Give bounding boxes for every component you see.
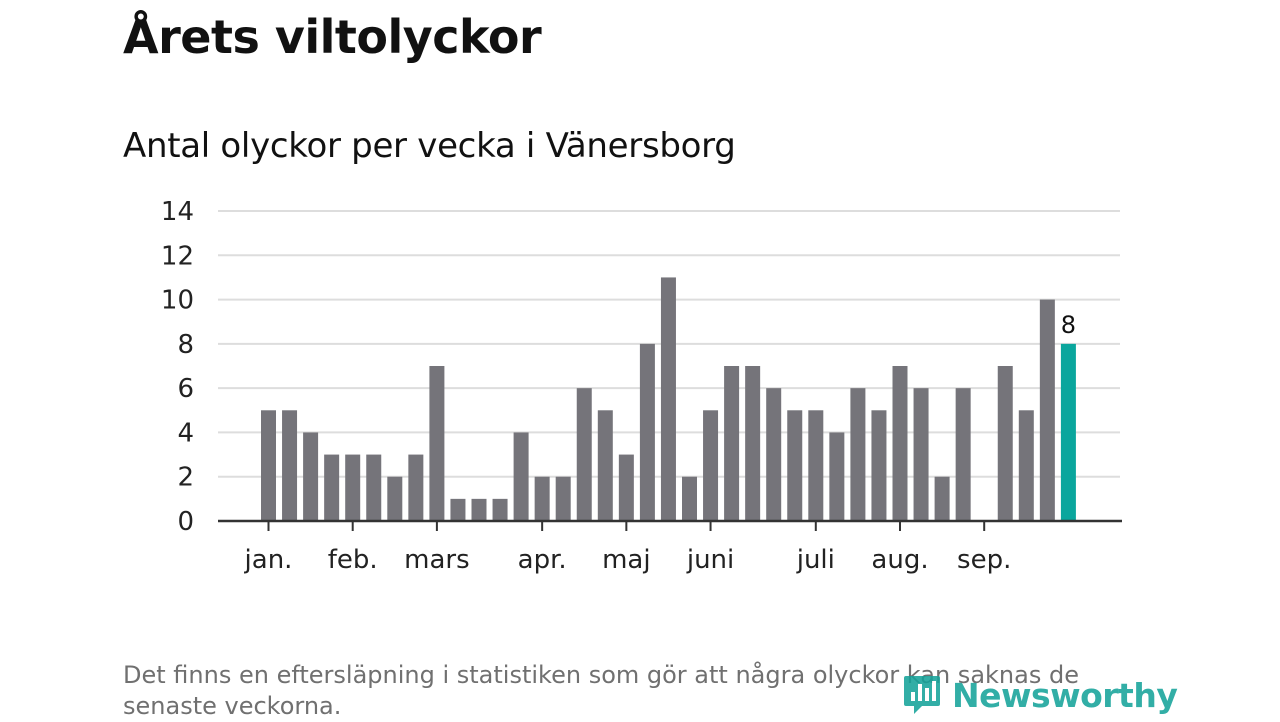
chart-subtitle: Antal olyckor per vecka i Vänersborg bbox=[123, 126, 736, 166]
bar bbox=[408, 454, 424, 521]
bar bbox=[387, 476, 403, 521]
bar bbox=[639, 343, 655, 521]
bar bbox=[934, 476, 950, 521]
bar bbox=[871, 410, 887, 521]
bar bbox=[955, 388, 971, 521]
chart-title: Årets viltolyckor bbox=[123, 10, 542, 64]
bar bbox=[766, 388, 782, 521]
bar bbox=[1039, 299, 1055, 521]
bar bbox=[1018, 410, 1034, 521]
bar bbox=[513, 432, 529, 521]
y-tick-label: 14 bbox=[161, 197, 194, 227]
bar bbox=[913, 388, 929, 521]
y-tick-label: 12 bbox=[161, 241, 194, 271]
bar bbox=[745, 366, 761, 521]
y-axis-ticks: 0 2 4 6 8 10 12 14 bbox=[161, 197, 194, 537]
y-tick-label: 6 bbox=[177, 374, 194, 404]
y-tick-label: 10 bbox=[161, 286, 194, 316]
bar bbox=[366, 454, 382, 521]
bar bbox=[660, 277, 676, 521]
y-tick-label: 0 bbox=[177, 507, 194, 537]
bar bbox=[324, 454, 340, 521]
bar bbox=[534, 476, 550, 521]
bar bbox=[429, 366, 445, 521]
x-tick-label: feb. bbox=[328, 545, 378, 575]
x-tick-label: apr. bbox=[518, 545, 567, 575]
y-tick-label: 8 bbox=[177, 330, 194, 360]
bar bbox=[808, 410, 824, 521]
x-tick-label: jan. bbox=[244, 545, 293, 575]
x-tick-label: sep. bbox=[957, 545, 1011, 575]
bar bbox=[682, 476, 697, 521]
bar bbox=[829, 432, 845, 521]
bar bbox=[703, 410, 719, 521]
y-tick-label: 2 bbox=[177, 463, 194, 493]
data-labels: 8 bbox=[1061, 311, 1076, 339]
x-tick-label: juni bbox=[686, 545, 734, 575]
bar bbox=[303, 432, 319, 521]
x-tick-label: maj bbox=[602, 545, 650, 575]
bar bbox=[892, 366, 908, 521]
x-tick-label: aug. bbox=[871, 545, 928, 575]
bar bbox=[597, 410, 613, 521]
bar bbox=[724, 366, 740, 521]
bar bbox=[492, 498, 508, 521]
bar bbox=[997, 366, 1013, 521]
bar bbox=[261, 410, 276, 521]
bar-highlight bbox=[1060, 343, 1076, 521]
bar bbox=[618, 454, 634, 521]
bar bbox=[576, 388, 592, 521]
bar bbox=[555, 476, 571, 521]
footnote: Det finns en eftersläpning i statistiken… bbox=[123, 661, 1079, 720]
bar bbox=[471, 498, 487, 521]
logo-text: Newsworthy bbox=[952, 675, 1178, 715]
bar bbox=[345, 454, 361, 521]
newsworthy-logo-icon bbox=[904, 676, 940, 714]
bar bbox=[787, 410, 803, 521]
bar bbox=[450, 498, 466, 521]
highlight-value-label: 8 bbox=[1061, 311, 1076, 339]
x-tick-label: mars bbox=[404, 545, 470, 575]
y-tick-label: 4 bbox=[177, 418, 194, 448]
x-tick-label: juli bbox=[796, 545, 835, 575]
newsworthy-logo: Newsworthy bbox=[902, 670, 1178, 720]
x-axis-ticks: jan. feb. mars apr. maj juni juli aug. sep. bbox=[244, 521, 1011, 575]
bar-chart: 0 2 4 6 8 10 12 14 jan. feb. mars apr. maj juni juli a… bbox=[161, 197, 1122, 575]
bar bbox=[850, 388, 866, 521]
bar bbox=[282, 410, 298, 521]
bars bbox=[261, 277, 1076, 521]
